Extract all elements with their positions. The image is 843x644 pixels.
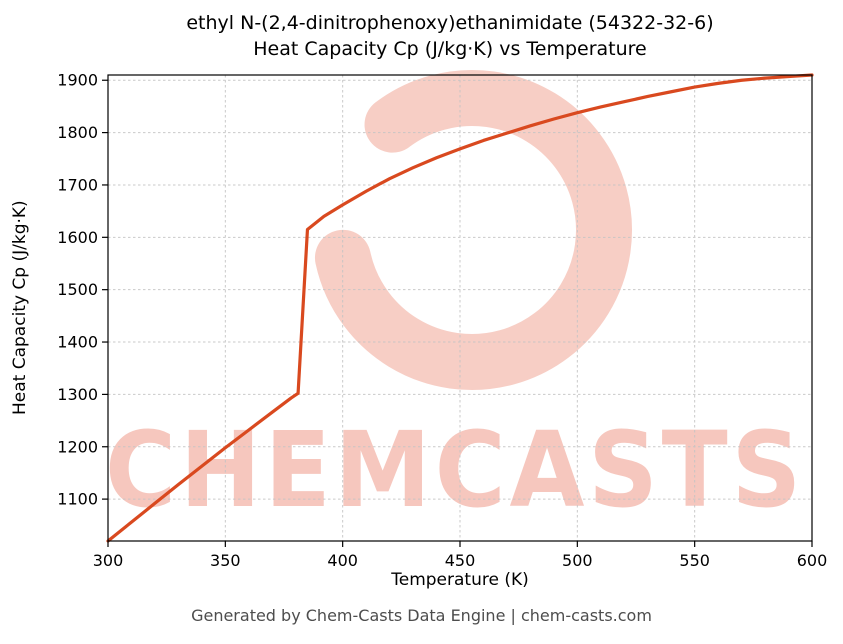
y-tick-label: 1900: [57, 71, 98, 90]
x-tick-label: 550: [679, 551, 710, 570]
y-tick-label: 1600: [57, 228, 98, 247]
x-tick-label: 500: [562, 551, 593, 570]
chart-title: ethyl N-(2,4-dinitrophenoxy)ethanimidate…: [70, 10, 830, 62]
cp-series-line: [106, 73, 814, 543]
y-tick-label: 1800: [57, 123, 98, 142]
x-tick-label: 600: [797, 551, 828, 570]
x-tick-label: 450: [445, 551, 476, 570]
grid-lines: [107, 75, 813, 541]
x-tick-label: 400: [327, 551, 358, 570]
axis-ticks: [102, 79, 813, 547]
y-tick-label: 1700: [57, 175, 98, 194]
y-tick-label: 1500: [57, 280, 98, 299]
y-tick-label: 1200: [57, 437, 98, 456]
x-axis-label: Temperature (K): [391, 570, 529, 590]
y-tick-label: 1100: [57, 490, 98, 509]
footer-caption: Generated by Chem-Casts Data Engine | ch…: [191, 606, 652, 625]
y-axis-label: Heat Capacity Cp (J/kg·K): [10, 200, 30, 416]
chart-title-line2: Heat Capacity Cp (J/kg·K) vs Temperature: [253, 38, 647, 61]
tick-labels: 300 350 400 450 500 550 600 1100 1200 1300 1400 150…: [57, 71, 827, 570]
x-tick-label: 300: [93, 551, 124, 570]
y-tick-label: 1300: [57, 385, 98, 404]
x-tick-label: 350: [210, 551, 241, 570]
y-tick-label: 1400: [57, 333, 98, 352]
chart-title-line1: ethyl N-(2,4-dinitrophenoxy)ethanimidate…: [186, 12, 714, 34]
